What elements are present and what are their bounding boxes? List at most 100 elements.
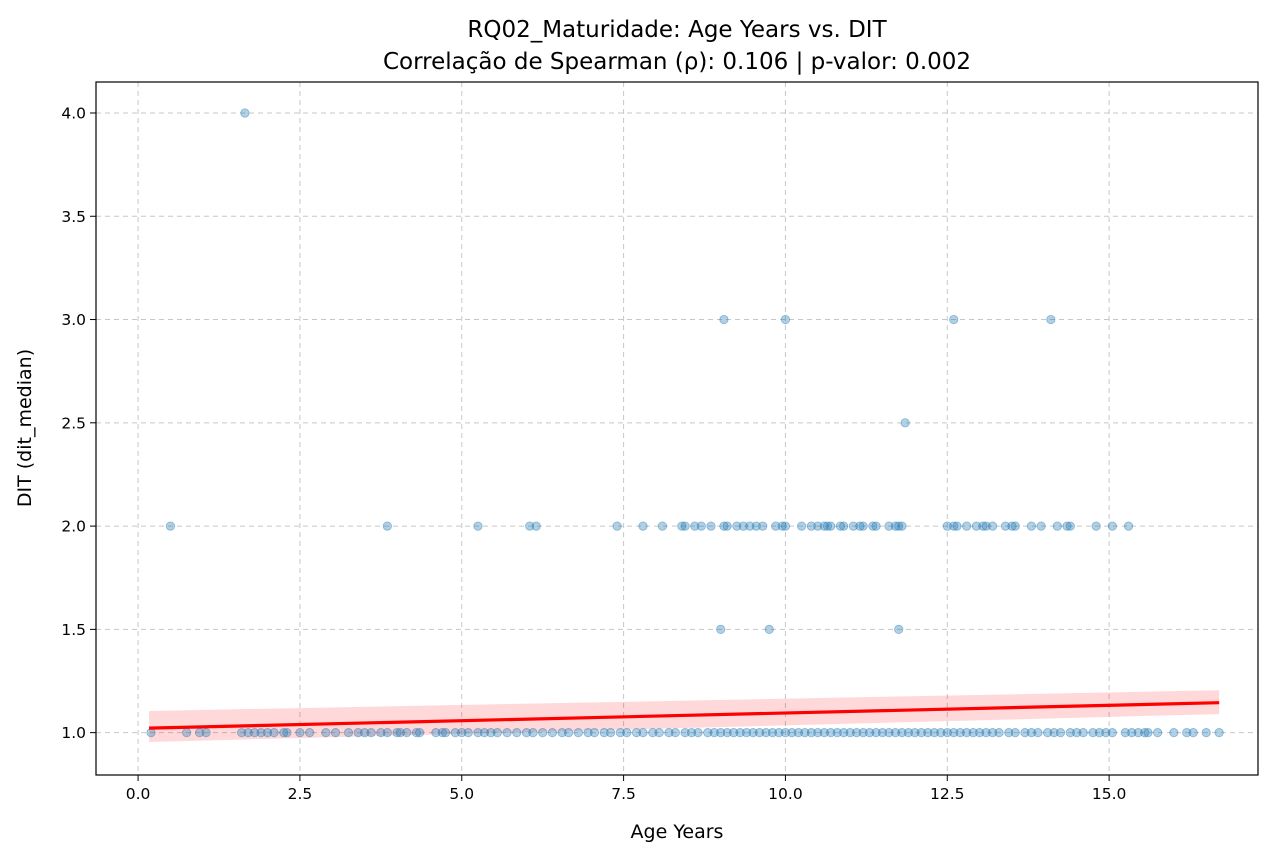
scatter-point: [606, 728, 616, 738]
scatter-point: [1036, 521, 1046, 531]
scatter-point: [719, 521, 729, 531]
scatter-point: [748, 728, 758, 738]
scatter-point: [382, 521, 392, 531]
scatter-point: [780, 521, 791, 531]
x-tick-label: 2.5: [288, 785, 313, 803]
x-axis-label: Age Years: [631, 821, 724, 843]
x-tick-label: 15.0: [1092, 785, 1127, 803]
scatter-point: [894, 624, 904, 634]
scatter-point: [638, 728, 648, 738]
scatter-point: [686, 728, 697, 738]
scatter-point: [1026, 728, 1037, 738]
scatter-point: [819, 521, 829, 531]
scatter-point: [240, 108, 250, 118]
scatter-point: [780, 728, 791, 738]
scatter-point: [262, 728, 273, 738]
scatter-point: [376, 728, 386, 738]
scatter-point: [573, 728, 583, 738]
scatter-point: [916, 728, 926, 738]
scatter-point: [1188, 728, 1198, 738]
chart-subtitle: Correlação de Spearman (ρ): 0.106 | p-va…: [383, 49, 971, 75]
y-ticks: 1.0 1.5 2.0 2.5 3.0 3.5 4.0: [61, 104, 96, 742]
scatter-point: [942, 728, 952, 738]
scatter-point: [615, 728, 625, 738]
x-tick-label: 0.0: [126, 785, 151, 803]
scatter-point: [719, 314, 729, 325]
scatter-point: [1153, 728, 1163, 738]
y-tick-label: 2.5: [61, 414, 86, 432]
scatter-point: [722, 728, 732, 738]
scatter-point: [1062, 521, 1072, 531]
scatter-point: [813, 728, 823, 738]
scatter-point: [693, 728, 703, 738]
scatter-point: [981, 728, 991, 738]
scatter-point: [631, 728, 642, 738]
scatter-point: [877, 728, 888, 738]
y-tick-label: 3.5: [61, 208, 86, 226]
scatter-point: [366, 728, 376, 738]
scatter-point: [1065, 728, 1075, 738]
scatter-point: [987, 521, 998, 531]
scatter-point: [962, 521, 972, 531]
scatter-point: [994, 728, 1004, 738]
scatter-point: [1123, 521, 1134, 531]
scatter-point: [411, 728, 422, 738]
scatter-point: [871, 521, 881, 531]
scatter-point: [402, 728, 412, 738]
scatter-point: [531, 521, 541, 531]
scatter-point: [968, 728, 978, 738]
scatter-point: [1088, 728, 1098, 738]
scatter-point: [612, 521, 622, 531]
scatter-point: [279, 728, 289, 738]
scatter-point: [1091, 521, 1101, 531]
scatter-point: [890, 521, 901, 531]
scatter-point: [800, 728, 810, 738]
scatter-point: [754, 728, 765, 738]
scatter-point: [910, 728, 920, 738]
scatter-point: [146, 728, 156, 738]
scatter-point: [269, 728, 279, 738]
scatter-point: [868, 521, 878, 531]
scatter-point: [512, 728, 522, 738]
y-tick-label: 2.0: [61, 518, 86, 536]
scatter-point: [1020, 728, 1030, 738]
scatter-point: [1101, 728, 1111, 738]
scatter-point: [819, 728, 829, 738]
scatter-point: [440, 728, 451, 738]
scatter-point: [738, 521, 748, 531]
scatter-point: [716, 728, 726, 738]
scatter-point: [1127, 728, 1137, 738]
scatter-point: [949, 728, 959, 738]
scatter-point: [473, 728, 483, 738]
x-ticks: 0.0 2.5 5.0 7.5 10.0 12.5 15.0: [126, 775, 1127, 803]
scatter-point: [1143, 728, 1153, 738]
scatter-point: [729, 728, 739, 738]
scatter-point: [839, 728, 849, 738]
scatter-point: [735, 728, 745, 738]
scatter-point: [780, 314, 791, 325]
scatter-point: [767, 728, 778, 738]
scatter-point: [884, 728, 894, 738]
scatter-point: [1107, 728, 1117, 738]
scatter-point: [538, 728, 548, 738]
scatter-point: [1201, 728, 1211, 738]
scatter-point: [1169, 728, 1179, 738]
scatter-point: [457, 728, 467, 738]
scatter-point: [894, 521, 904, 531]
scatter-point: [826, 728, 836, 738]
scatter-point: [583, 728, 593, 738]
scatter-point: [709, 728, 719, 738]
scatter-point: [962, 728, 972, 738]
scatter-point: [978, 521, 988, 531]
scatter-point: [677, 521, 687, 531]
regression-line-layer: [149, 701, 1220, 730]
scatter-point: [1133, 728, 1143, 738]
scatter-point: [680, 728, 690, 738]
scatter-point: [282, 728, 292, 738]
scatter-point: [774, 728, 784, 738]
scatter-point: [1043, 728, 1053, 738]
scatter-point: [1010, 728, 1020, 738]
